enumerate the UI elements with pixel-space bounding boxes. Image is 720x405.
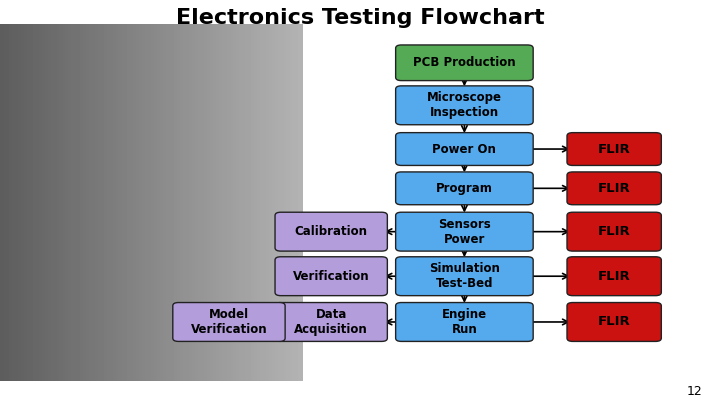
Text: Microscope
Inspection: Microscope Inspection [427, 91, 502, 119]
FancyBboxPatch shape [275, 303, 387, 341]
FancyBboxPatch shape [173, 303, 285, 341]
Text: Power On: Power On [433, 143, 496, 156]
FancyBboxPatch shape [396, 257, 533, 296]
Text: FLIR: FLIR [598, 143, 631, 156]
FancyBboxPatch shape [396, 303, 533, 341]
FancyBboxPatch shape [567, 133, 661, 165]
Text: Program: Program [436, 182, 492, 195]
FancyBboxPatch shape [396, 172, 533, 205]
FancyBboxPatch shape [396, 86, 533, 125]
Text: FLIR: FLIR [598, 182, 631, 195]
Text: Electronics Testing Flowchart: Electronics Testing Flowchart [176, 8, 544, 28]
Text: Data
Acquisition: Data Acquisition [294, 308, 368, 336]
FancyBboxPatch shape [567, 257, 661, 296]
Text: Engine
Run: Engine Run [442, 308, 487, 336]
FancyBboxPatch shape [567, 303, 661, 341]
FancyBboxPatch shape [275, 257, 387, 296]
FancyBboxPatch shape [396, 45, 533, 81]
FancyBboxPatch shape [275, 212, 387, 251]
Text: Model
Verification: Model Verification [191, 308, 267, 336]
Text: Verification: Verification [293, 270, 369, 283]
FancyBboxPatch shape [567, 172, 661, 205]
Text: Simulation
Test-Bed: Simulation Test-Bed [429, 262, 500, 290]
Text: FLIR: FLIR [598, 225, 631, 238]
FancyBboxPatch shape [567, 212, 661, 251]
Text: PCB Production: PCB Production [413, 56, 516, 69]
Text: FLIR: FLIR [598, 270, 631, 283]
Text: Calibration: Calibration [294, 225, 368, 238]
Text: 12: 12 [686, 385, 702, 398]
FancyBboxPatch shape [396, 133, 533, 165]
Text: Sensors
Power: Sensors Power [438, 217, 491, 246]
Text: FLIR: FLIR [598, 315, 631, 328]
FancyBboxPatch shape [396, 212, 533, 251]
